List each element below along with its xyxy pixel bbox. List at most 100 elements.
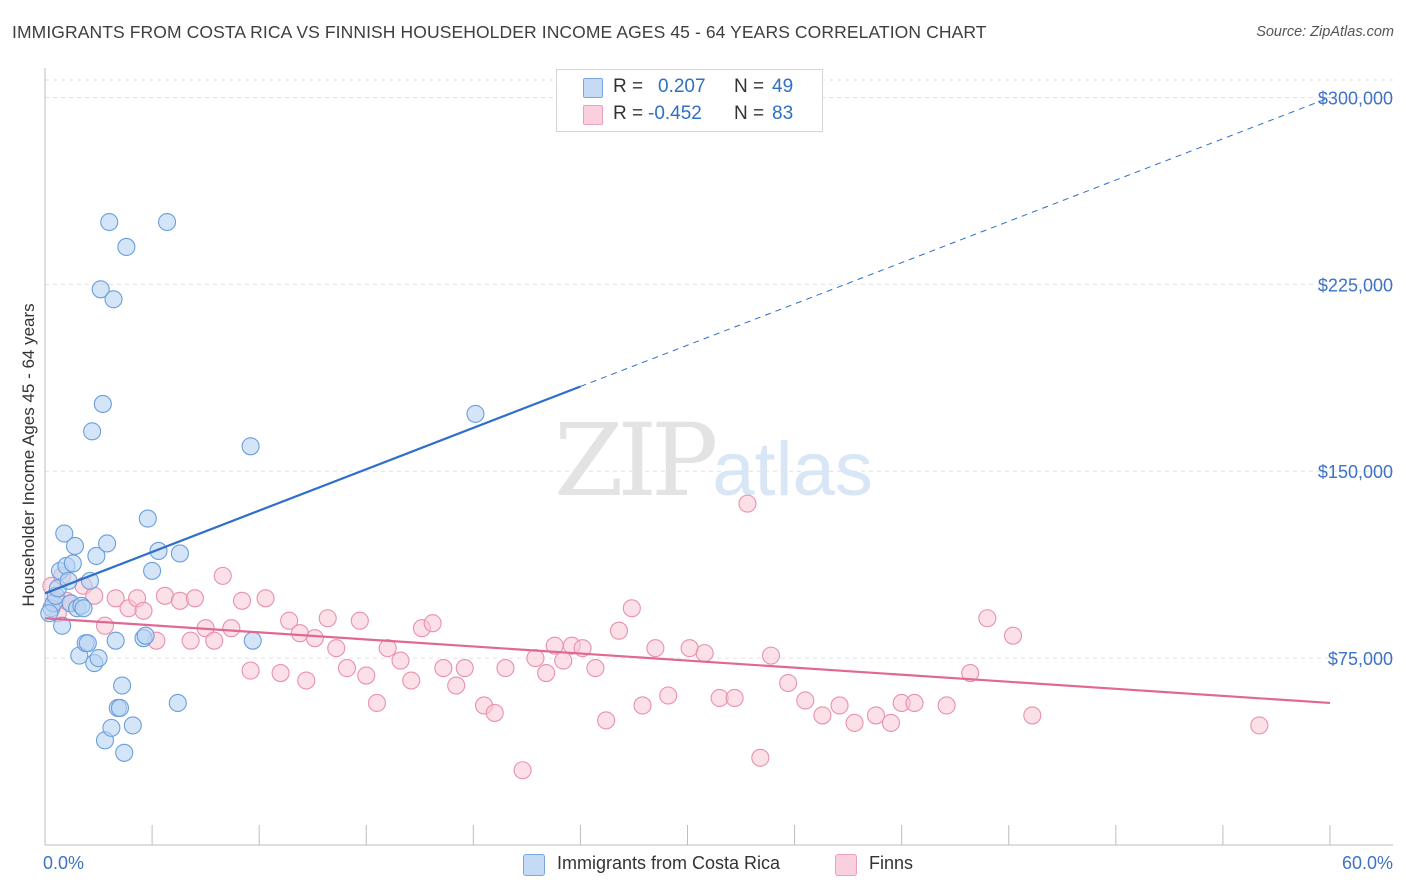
finns-point [241,661,260,680]
costa-rica-point [143,561,162,580]
costa-rica-point [100,212,119,232]
finns-point [357,666,376,685]
source-label: Source: ZipAtlas.com [1256,24,1394,40]
finns-point [350,611,369,630]
finns-point [305,629,324,648]
costa-rica-trendline-extension [580,96,1331,387]
legend-swatch-blue [583,78,603,98]
legend-n-label: N = [734,103,765,124]
x-tick-label: 60.0% [1342,853,1393,873]
finns-point [622,599,641,618]
finns-point [170,591,189,610]
costa-rica-point [78,634,97,653]
legend-row-costa-rica: R = 0.207 N = 49 [557,75,822,99]
costa-rica-point [243,631,262,650]
finns-point [155,586,174,605]
costa-rica-point [55,524,74,543]
costa-rica-point [113,676,132,695]
finns-point [513,761,532,780]
finns-point [813,706,832,725]
costa-rica-point [40,604,59,623]
watermark-zip: ZIP [554,402,718,519]
costa-rica-point [241,437,260,456]
finns-point [378,639,397,658]
x-tick-label: 0.0% [43,853,84,873]
finns-point [222,619,241,638]
costa-rica-point [53,616,72,635]
costa-rica-point [168,693,187,713]
costa-rica-point [87,546,106,565]
finns-point [318,609,337,628]
costa-rica-point [138,509,157,528]
finns-point [978,609,997,628]
finns-point [337,659,357,678]
finns-point [496,659,515,678]
legend-r-value: 0.207 [658,76,706,97]
costa-rica-trendline [44,385,581,595]
finns-point [554,651,573,670]
costa-rica-point [104,290,123,309]
legend-swatch-pink [835,854,857,876]
finns-point [1003,626,1023,645]
finns-point [796,691,815,710]
finns-point [185,589,204,608]
costa-rica-point [117,237,136,257]
finns-point [95,616,115,635]
finns-point [106,589,125,608]
legend-n-value: 83 [772,103,794,124]
finns-point [751,748,770,767]
finns-point [327,639,346,658]
y-tick-label: $75,000 [1328,649,1393,669]
legend-label-finns: Finns [869,853,914,873]
finns-point [1250,716,1269,735]
costa-rica-point [136,626,155,645]
correlation-legend: R = 0.207 N = 49 R = -0.452 N = 83 [556,69,823,132]
legend-n-label: N = [734,76,765,97]
legend-r-value: -0.452 [648,103,702,124]
finns-point [297,671,316,690]
costa-rica-point [115,743,134,762]
finns-point [205,631,224,650]
finns-point [423,614,442,633]
finns-point [280,611,299,630]
costa-rica-point [123,716,142,735]
costa-rica-point [83,422,102,441]
y-tick-label: $225,000 [1318,275,1393,295]
finns-point [881,713,901,732]
costa-rica-point [110,698,130,717]
legend-label-costa-rica: Immigrants from Costa Rica [557,853,781,873]
finns-point [845,713,864,732]
finns-point [526,649,545,668]
finns-point [402,671,421,690]
finns-point [937,696,956,715]
finns-point [905,693,924,713]
legend-r-label: R = [613,76,644,97]
costa-rica-point [89,649,108,668]
finns-point [455,659,474,678]
finns-point [391,651,410,670]
finns-point [830,696,849,715]
finns-point [434,659,453,678]
y-tick-label: $150,000 [1318,462,1393,482]
finns-point [738,494,757,513]
legend-r-label: R = [613,103,644,124]
finns-point [659,686,678,705]
finns-point [725,688,744,708]
finns-point [232,591,252,610]
costa-rica-point [98,534,117,553]
chart-title: IMMIGRANTS FROM COSTA RICA VS FINNISH HO… [12,22,987,42]
costa-rica-point [63,554,82,573]
finns-point [586,659,605,678]
y-axis-label: Householder Income Ages 45 - 64 years [19,303,38,607]
finns-point [1023,706,1042,725]
legend-swatch-blue [523,854,545,876]
finns-point [485,703,504,722]
finns-point [367,693,387,713]
finns-point [213,566,232,585]
finns-point [695,644,714,663]
costa-rica-point [93,394,112,413]
finns-point [181,631,200,650]
finns-point [779,673,798,693]
finns-point [256,589,275,608]
